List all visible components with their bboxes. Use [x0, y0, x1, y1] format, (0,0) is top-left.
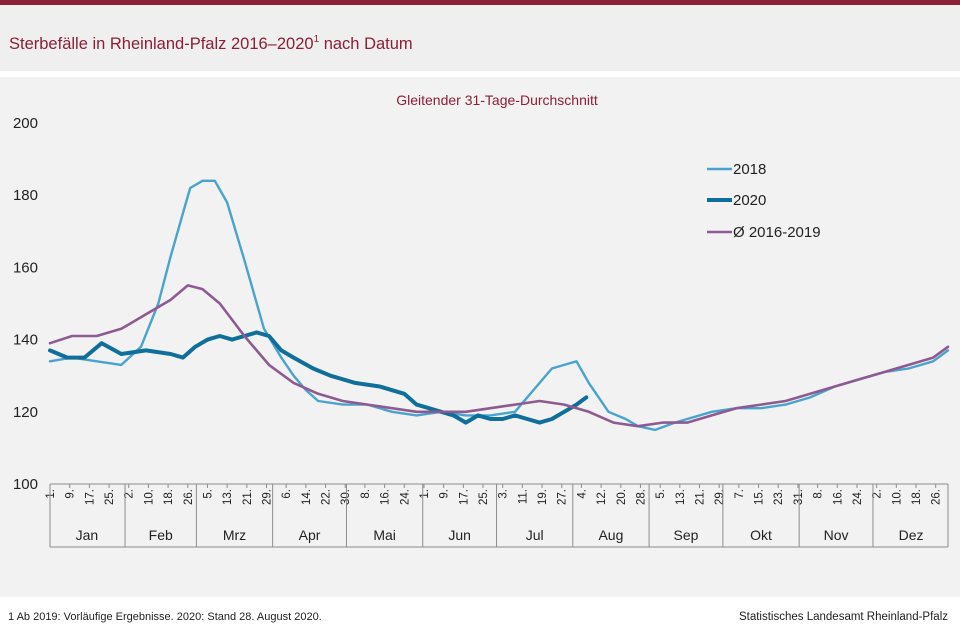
x-tick-label: 8.: [813, 489, 825, 499]
x-tick-label: 5.: [655, 489, 667, 499]
x-tick-label: 4.: [576, 489, 588, 499]
month-label: Sep: [674, 527, 699, 543]
x-tick-label: 16.: [832, 489, 844, 505]
month-label: Jun: [448, 527, 471, 543]
x-tick-label: 8.: [360, 489, 372, 499]
legend-label: 2020: [733, 192, 766, 209]
x-tick-label: 20.: [616, 489, 628, 505]
top-accent-bar: [0, 0, 960, 5]
month-label: Feb: [149, 527, 173, 543]
x-tick-label: 27.: [557, 489, 569, 505]
x-tick-label: 28.: [635, 489, 647, 505]
x-tick-label: 23.: [773, 489, 785, 505]
x-tick-label: 18.: [163, 489, 175, 505]
month-label: Apr: [299, 527, 321, 543]
x-tick-label: 7.: [734, 489, 746, 499]
x-tick-label: 10.: [143, 489, 155, 505]
chart-title-text: Sterbefälle in Rheinland-Pfalz 2016–2020: [9, 35, 314, 53]
x-tick-label: 3.: [498, 489, 510, 499]
month-label: Nov: [824, 527, 849, 543]
x-tick-label: 1.: [419, 489, 431, 499]
x-tick-label: 29.: [714, 489, 726, 505]
y-tick-label: 120: [13, 404, 38, 421]
series-lines: [48, 179, 950, 432]
y-tick-label: 160: [13, 259, 38, 276]
month-label: Jan: [76, 527, 99, 543]
title-bar: Sterbefälle in Rheinland-Pfalz 2016–2020…: [0, 5, 960, 71]
month-label: Aug: [598, 527, 623, 543]
legend: 2018 2020 Ø 2016-2019: [707, 161, 821, 241]
x-tick-label: 13.: [675, 489, 687, 505]
chart-area: [0, 77, 960, 597]
y-tick-label: 140: [13, 332, 38, 349]
month-label: Jul: [526, 527, 544, 543]
legend-label: Ø 2016-2019: [733, 224, 821, 241]
x-tick-label: 24.: [852, 489, 864, 505]
y-tick-label: 180: [13, 187, 38, 204]
x-tick-label: 29.: [262, 489, 274, 505]
source-credit: Statistisches Landesamt Rheinland-Pfalz: [738, 611, 948, 623]
x-tick-label: 14.: [301, 489, 313, 505]
footnote-marker: 1: [313, 34, 320, 45]
month-label: Dez: [899, 527, 924, 543]
series-line-2: [48, 330, 589, 425]
x-tick-label: 9.: [65, 489, 77, 499]
x-tick-label: 24.: [399, 489, 411, 505]
x-tick-label: 1.: [45, 489, 57, 499]
x-tick-label: 16.: [380, 489, 392, 505]
x-tick-label: 15.: [754, 489, 766, 505]
x-tick-label: 21.: [242, 489, 254, 505]
legend-label: 2018: [733, 161, 766, 178]
x-tick-label: 13.: [222, 489, 234, 505]
month-label: Mrz: [223, 527, 246, 543]
x-tick-label: 21.: [695, 489, 707, 505]
x-tick-label: 12.: [596, 489, 608, 505]
series-line-3: [48, 284, 950, 428]
x-tick-label: 2.: [872, 489, 884, 499]
x-tick-label: 17.: [84, 489, 96, 505]
x-tick-label: 26.: [931, 489, 943, 505]
chart-subtitle: Gleitender 31-Tage-Durchschnitt: [396, 92, 598, 108]
chart-title: Sterbefälle in Rheinland-Pfalz 2016–2020…: [9, 34, 413, 54]
month-label: Mai: [373, 527, 396, 543]
x-tick-label: 22.: [321, 489, 333, 505]
x-tick-label: 18.: [911, 489, 923, 505]
x-tick-label: 2.: [124, 489, 136, 499]
x-tick-label: 5.: [202, 489, 214, 499]
footnote: 1 Ab 2019: Vorläufige Ergebnisse. 2020: …: [8, 611, 322, 623]
x-tick-label: 6.: [281, 489, 293, 499]
y-tick-label: 100: [13, 476, 38, 493]
chart-title-suffix: nach Datum: [319, 35, 413, 53]
x-tick-label: 26.: [183, 489, 195, 505]
x-tick-label: 17.: [458, 489, 470, 505]
x-tick-label: 25.: [104, 489, 116, 505]
month-label: Okt: [750, 527, 772, 543]
x-tick-label: 10.: [891, 489, 903, 505]
x-tick-label: 9.: [439, 489, 451, 499]
x-tick-label: 11.: [517, 489, 529, 504]
x-tick-label: 25.: [478, 489, 490, 505]
axes: 100 120 140 160 180 200 1. 9. 17. 25. 2. 10. 18. 26. 5…: [13, 115, 949, 548]
x-tick-label: 19.: [537, 489, 549, 505]
y-tick-label: 200: [13, 115, 38, 132]
